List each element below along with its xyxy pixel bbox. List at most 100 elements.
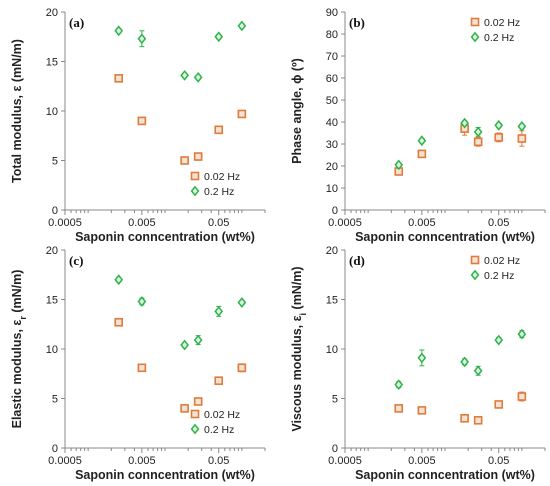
y-tick-label: 5: [52, 394, 58, 406]
y-tick-label: 70: [326, 51, 338, 63]
data-point-diamond: [494, 119, 504, 131]
x-tick-label: 0.0005: [328, 455, 362, 467]
legend-label: 0.02 Hz: [484, 17, 520, 29]
x-axis-label: Saponin conncentration (wt%): [75, 230, 255, 244]
y-tick-label: 0: [52, 443, 58, 455]
data-point-square: [460, 413, 469, 423]
y-tick-label: 20: [326, 245, 338, 257]
x-tick-label: 0.0005: [328, 217, 362, 229]
x-tick-label: 0.05: [208, 217, 229, 229]
y-tick-label: 20: [326, 161, 338, 173]
data-point-square: [193, 397, 203, 406]
data-point-diamond: [473, 126, 483, 138]
data-point-square: [517, 134, 527, 143]
x-axis-label: Saponin conncentration (wt%): [355, 468, 535, 482]
panel-label: (c): [69, 253, 83, 268]
data-point-diamond: [417, 135, 427, 147]
data-point-square: [494, 400, 504, 409]
y-tick-label: 15: [46, 57, 58, 69]
legend-label: 0.2 Hz: [204, 424, 234, 436]
data-point-square: [517, 392, 527, 401]
x-axis-label: Saponin conncentration (wt%): [355, 230, 535, 244]
y-tick-label: 5: [52, 156, 58, 168]
x-tick-label: 0.005: [408, 455, 436, 467]
data-point-square: [180, 156, 189, 165]
legend-marker-diamond: [470, 31, 480, 43]
data-point-square: [417, 149, 427, 159]
y-axis-label-unit: (mN/m): [10, 270, 24, 317]
data-point-square: [473, 137, 483, 147]
data-point-diamond: [494, 334, 504, 346]
y-axis-label: Phase angle, ϕ (º): [290, 58, 304, 164]
data-point-diamond: [460, 356, 469, 368]
y-axis-label-main: Elastic modulus, ε: [10, 320, 24, 429]
y-tick-label: 80: [326, 29, 338, 41]
y-axis-label-subscript: i: [298, 313, 308, 316]
legend-label: 0.2 Hz: [484, 32, 514, 44]
y-axis-label-main: Phase angle, ϕ (º): [290, 58, 304, 164]
y-axis-label-unit: (mN/m): [290, 266, 304, 313]
x-tick-label: 0.005: [128, 217, 156, 229]
y-tick-label: 15: [326, 295, 338, 307]
legend-label: 0.2 Hz: [484, 270, 514, 282]
legend-label: 0.02 Hz: [484, 255, 520, 267]
legend-marker-square: [470, 255, 480, 265]
x-tick-label: 0.05: [488, 455, 509, 467]
data-point-square: [214, 125, 224, 135]
data-point-square: [394, 404, 404, 413]
data-point-square: [180, 404, 189, 413]
x-tick-label: 0.005: [408, 217, 436, 229]
y-tick-label: 30: [326, 139, 338, 151]
x-tick-label: 0.005: [128, 455, 156, 467]
x-tick-label: 0.05: [488, 217, 509, 229]
data-point-diamond: [114, 25, 124, 37]
y-tick-label: 15: [46, 295, 58, 307]
data-point-square: [137, 363, 147, 373]
data-point-square: [473, 415, 483, 425]
y-tick-label: 20: [46, 7, 58, 19]
panel-label: (d): [349, 253, 365, 268]
data-point-diamond: [517, 328, 527, 340]
data-point-diamond: [137, 33, 147, 45]
x-tick-label: 0.0005: [48, 217, 82, 229]
data-point-diamond: [214, 31, 224, 43]
data-point-diamond: [237, 297, 247, 308]
data-point-diamond: [114, 274, 124, 286]
data-point-diamond: [473, 365, 483, 377]
legend-marker-diamond: [190, 423, 200, 435]
data-point-diamond: [237, 20, 247, 32]
chart-panel-1: 0 10 20 30 40 50 60 70 80 90 0.0005 0.005 0.05Saponi…: [290, 7, 546, 244]
y-tick-label: 10: [46, 106, 58, 118]
panel-label: (b): [349, 15, 365, 30]
y-tick-label: 50: [326, 95, 338, 107]
y-tick-label: 0: [52, 205, 58, 217]
y-axis-label-subscript: r: [18, 316, 28, 320]
legend-label: 0.02 Hz: [204, 171, 240, 183]
data-point-square: [417, 406, 427, 415]
y-tick-label: 10: [326, 183, 338, 195]
legend-marker-diamond: [190, 185, 200, 197]
y-tick-label: 0: [332, 205, 338, 217]
legend-marker-diamond: [470, 269, 480, 281]
data-point-diamond: [394, 159, 404, 171]
y-tick-label: 40: [326, 117, 338, 129]
y-axis-label-main: Viscous modulus, ε: [290, 315, 304, 431]
panel-label: (a): [69, 15, 84, 30]
data-point-square: [237, 109, 247, 119]
data-point-square: [494, 133, 504, 142]
legend-marker-square: [470, 17, 480, 27]
y-axis-label-main: Total modulus, ε (mN/m): [10, 39, 24, 183]
y-axis-label: Total modulus, ε (mN/m): [10, 39, 24, 183]
data-point-square: [137, 116, 147, 126]
y-tick-label: 0: [332, 443, 338, 455]
legend-label: 0.2 Hz: [204, 186, 234, 198]
x-tick-label: 0.0005: [48, 455, 82, 467]
y-tick-label: 10: [46, 344, 58, 356]
data-point-square: [237, 363, 247, 373]
data-point-diamond: [460, 117, 469, 129]
data-point-diamond: [193, 71, 203, 83]
y-tick-label: 20: [46, 245, 58, 257]
